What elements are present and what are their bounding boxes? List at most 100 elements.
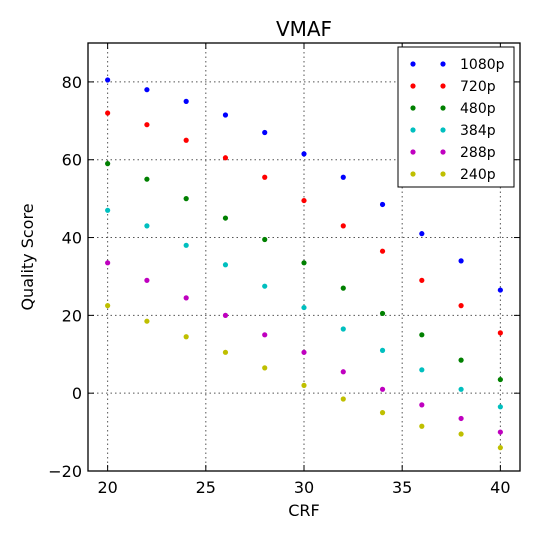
data-point-240p (222, 349, 229, 355)
data-point-240p (183, 334, 189, 340)
data-point-240p (497, 445, 503, 451)
y-tick-label: 80 (62, 73, 82, 92)
data-point-288p (458, 415, 464, 422)
legend-label: 288p (460, 145, 496, 161)
data-point-1080p (497, 287, 503, 293)
axis-ticks (88, 43, 520, 472)
legend-label: 384p (460, 123, 496, 139)
data-point-720p (262, 174, 268, 180)
data-point-480p (340, 285, 346, 291)
data-point-288p (301, 349, 307, 355)
data-point-720p (183, 137, 189, 143)
y-tick-label: −20 (48, 462, 82, 481)
legend-marker (440, 83, 446, 89)
data-point-240p (340, 396, 346, 402)
legend: 1080p 720p 480p 384p 288p 240p (397, 46, 515, 188)
data-point-1080p (262, 129, 268, 136)
y-axis-label: Quality Score (18, 203, 37, 310)
data-points (105, 77, 503, 451)
data-point-720p (458, 303, 464, 309)
data-point-720p (105, 110, 111, 116)
x-axis-label: CRF (288, 501, 320, 520)
data-point-240p (419, 423, 425, 429)
data-point-720p (340, 223, 346, 229)
data-point-1080p (301, 151, 307, 157)
legend-item-384p: 384p (410, 123, 496, 139)
legend-item-480p: 480p (410, 101, 496, 117)
legend-marker (440, 127, 446, 133)
data-point-240p (105, 303, 111, 309)
data-point-1080p (222, 112, 229, 118)
y-tick-label: 20 (62, 306, 82, 325)
data-point-1080p (458, 258, 464, 264)
data-point-480p (144, 176, 150, 182)
data-point-384p (340, 326, 346, 332)
data-point-288p (144, 277, 150, 283)
data-point-384p (144, 223, 150, 229)
data-point-384p (497, 404, 503, 410)
legend-marker (440, 149, 446, 155)
data-point-1080p (419, 231, 425, 237)
data-point-384p (419, 367, 425, 373)
data-point-720p (419, 277, 425, 283)
data-point-384p (105, 207, 111, 213)
data-point-288p (262, 332, 268, 338)
x-tick-label: 40 (490, 478, 510, 497)
data-point-480p (497, 376, 503, 383)
data-point-384p (222, 262, 229, 268)
legend-marker (410, 171, 416, 177)
data-point-384p (183, 242, 189, 248)
x-tick-label: 25 (196, 478, 216, 497)
legend-item-240p: 240p (410, 167, 496, 183)
data-point-1080p (340, 174, 346, 180)
data-point-1080p (144, 87, 150, 93)
data-point-480p (105, 161, 111, 167)
legend-label: 1080p (460, 57, 505, 73)
legend-box (397, 46, 515, 188)
y-tick-label: 40 (62, 229, 82, 248)
data-point-480p (301, 260, 307, 266)
data-point-480p (262, 236, 268, 243)
legend-marker (440, 105, 446, 111)
data-point-480p (458, 357, 464, 363)
legend-marker (410, 61, 416, 67)
legend-item-288p: 288p (410, 145, 496, 161)
data-point-1080p (183, 98, 189, 104)
data-point-1080p (379, 201, 386, 208)
data-point-288p (497, 429, 503, 435)
data-point-240p (144, 318, 150, 324)
data-point-288p (379, 386, 386, 392)
data-point-1080p (105, 77, 111, 83)
data-point-720p (379, 248, 386, 254)
legend-marker (410, 83, 416, 89)
legend-label: 720p (460, 79, 496, 95)
data-point-240p (262, 365, 268, 371)
tick-labels: 20 25 30 35 40 −20 0 20 40 60 80 (48, 73, 510, 497)
data-point-480p (379, 310, 386, 317)
legend-item-1080p: 1080p (410, 57, 505, 73)
data-point-288p (340, 369, 346, 375)
data-point-480p (222, 215, 229, 221)
data-point-384p (301, 304, 307, 311)
data-point-480p (419, 332, 425, 338)
data-point-384p (262, 283, 268, 289)
data-point-240p (458, 431, 464, 437)
data-point-720p (222, 155, 229, 161)
data-point-720p (301, 197, 307, 204)
legend-label: 240p (460, 167, 496, 183)
data-point-240p (301, 382, 307, 388)
data-point-288p (105, 260, 111, 266)
x-tick-label: 35 (392, 478, 412, 497)
x-tick-label: 30 (294, 478, 314, 497)
legend-marker (440, 61, 446, 67)
y-tick-label: 60 (62, 151, 82, 170)
data-point-288p (419, 402, 425, 408)
legend-marker (410, 149, 416, 155)
data-point-720p (144, 122, 150, 128)
legend-marker (410, 105, 416, 111)
data-point-288p (222, 312, 229, 318)
legend-label: 480p (460, 101, 496, 117)
chart-title: VMAF (276, 17, 332, 41)
data-point-384p (379, 347, 386, 353)
data-point-720p (497, 330, 503, 336)
